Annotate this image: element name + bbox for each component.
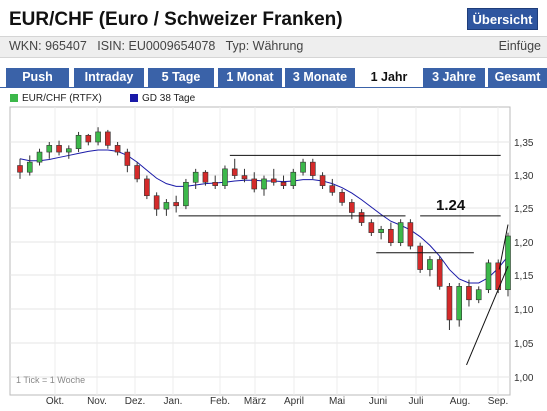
candle-body (56, 145, 62, 153)
candle-body (85, 134, 92, 143)
legend-item-ma: GD 38 Tage (130, 93, 195, 104)
x-tick-label: April (284, 396, 304, 407)
trend-line (466, 266, 509, 366)
candle-body (456, 286, 463, 321)
x-tick-label: Jan. (164, 396, 183, 407)
candle-body (505, 235, 511, 291)
tab-3-monate[interactable]: 3 Monate (285, 68, 355, 87)
candle-body (300, 161, 306, 173)
candle-body (378, 228, 384, 233)
candle-body (309, 161, 316, 176)
trend-line (498, 224, 509, 270)
x-tick-label: Juni (369, 396, 387, 407)
tab-5-tage[interactable]: 5 Tage (148, 68, 214, 87)
page-title: EUR/CHF (Euro / Schweizer Franken) (9, 9, 343, 30)
candle-body (212, 181, 218, 186)
y-tick-label: 1,35 (514, 138, 534, 149)
candle-body (26, 161, 33, 173)
timeframe-tabs: Push Intraday 5 Tage 1 Monat 3 Monate 1 … (6, 68, 547, 87)
y-tick-label: 1,30 (514, 171, 534, 182)
security-identifiers: WKN: 965407 ISIN: EU0009654078 Typ: Währ… (9, 39, 304, 53)
candle-body (349, 202, 355, 213)
info-bar: WKN: 965407 ISIN: EU0009654078 Typ: Währ… (0, 36, 547, 58)
candle-body (270, 178, 277, 183)
legend-swatch-price (10, 94, 18, 103)
candle-body (475, 289, 482, 301)
insert-link[interactable]: Einfüge (498, 39, 541, 53)
candle-body (466, 286, 472, 301)
candle-body (114, 145, 121, 153)
x-tick-label: Juli (408, 396, 423, 407)
candle-body (144, 178, 150, 197)
candle-body (358, 212, 365, 223)
candle-body (339, 192, 345, 203)
candle-body (329, 185, 336, 193)
x-tick-label: Nov. (87, 396, 107, 407)
candle-body (485, 262, 492, 291)
candle-body (202, 171, 209, 183)
candle-body (251, 178, 258, 190)
candle-body (407, 222, 414, 247)
x-tick-label: Mai (329, 396, 345, 407)
tab-3-jahre[interactable]: 3 Jahre (423, 68, 485, 87)
candle-body (46, 145, 53, 153)
candle-body (368, 222, 375, 233)
candle-body (173, 202, 179, 207)
candle-body (231, 168, 238, 176)
y-tick-label: 1,10 (514, 305, 534, 316)
legend-item-price: EUR/CHF (RTFX) (10, 93, 102, 104)
candle-body (105, 131, 111, 146)
legend-label-price: EUR/CHF (RTFX) (22, 93, 102, 104)
y-tick-label: 1,05 (514, 339, 534, 350)
candle-body (427, 259, 433, 270)
candle-body (95, 131, 101, 143)
candle-body (446, 286, 453, 321)
candle-body (388, 228, 394, 244)
candle-body (192, 171, 199, 183)
candle-body (319, 175, 326, 186)
legend-label-ma: GD 38 Tage (142, 93, 196, 104)
tick-note: 1 Tick = 1 Woche (16, 375, 85, 385)
x-tick-label: Aug. (450, 396, 471, 407)
candle-body (163, 202, 170, 210)
tab-1-monat[interactable]: 1 Monat (218, 68, 282, 87)
legend-swatch-ma (130, 94, 138, 103)
tab-push[interactable]: Push (6, 68, 69, 87)
y-tick-label: 1,20 (514, 238, 534, 249)
candle-body (397, 222, 404, 244)
x-tick-label: März (244, 396, 266, 407)
annotation-label: 1.24 (436, 197, 466, 214)
y-tick-label: 1,25 (514, 204, 534, 215)
candle-body (222, 168, 228, 186)
candle-body (153, 195, 160, 210)
candle-body (75, 134, 82, 150)
candle-body (134, 165, 140, 180)
y-tick-label: 1,15 (514, 271, 534, 282)
x-tick-label: Feb. (210, 396, 230, 407)
tab-1-jahr[interactable]: 1 Jahr (358, 68, 420, 87)
candle-body (417, 245, 423, 270)
candle-body (280, 181, 287, 186)
x-tick-label: Dez. (125, 396, 146, 407)
candle-body (36, 151, 43, 163)
y-tick-label: 1,00 (514, 373, 534, 384)
tab-underline (0, 87, 547, 88)
x-tick-label: Okt. (46, 396, 64, 407)
tab-intraday[interactable]: Intraday (74, 68, 144, 87)
candle-body (17, 165, 23, 173)
x-tick-label: Sep. (488, 396, 509, 407)
tab-gesamt[interactable]: Gesamt (488, 68, 547, 87)
candle-body (261, 178, 267, 190)
overview-button[interactable]: Übersicht (467, 8, 538, 30)
candle-body (436, 259, 443, 287)
candle-body (183, 181, 189, 207)
candle-body (124, 151, 131, 166)
candle-body (290, 171, 297, 186)
candle-body (241, 175, 248, 180)
candle-body (66, 148, 72, 153)
